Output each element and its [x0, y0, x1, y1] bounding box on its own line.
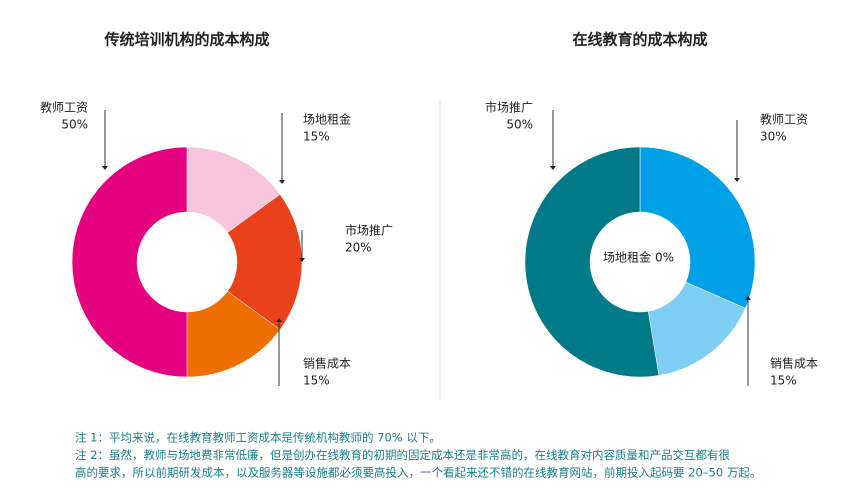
segment-value-label: 30% [760, 130, 787, 144]
leader-marker [276, 318, 282, 322]
segment-value-label: 15% [303, 130, 330, 144]
segment-value-label: 15% [770, 374, 797, 388]
segment-value-label: 0% [655, 251, 674, 265]
segment-value-label: 15% [303, 374, 330, 388]
footnote: 注 1：平均来说，在线教育教师工资成本是传统机构教师的 70% 以下。 [75, 431, 441, 445]
footnote: 高的要求，所以前期研发成本，以及服务器等设施都必须要高投入，一个看起来还不错的在… [75, 466, 761, 480]
donut-segment [524, 146, 660, 378]
footnote: 注 2：虽然，教师与场地费非常低廉，但是创办在线教育的初期的固定成本还是非常高的… [75, 448, 730, 462]
donut-segment [71, 146, 188, 378]
segment-label: 销售成本 [303, 356, 351, 371]
leader-marker [299, 258, 305, 262]
segment-value-label: 50% [506, 118, 533, 132]
donut-segment [186, 291, 281, 378]
segment-value-label: 20% [345, 241, 372, 255]
leader-marker [102, 166, 108, 170]
leader-marker [550, 166, 556, 170]
segment-label: 教师工资 [40, 100, 88, 115]
leader-marker [745, 296, 751, 300]
segment-label: 市场推广 [485, 100, 533, 115]
segment-label: 场地租金 [603, 250, 651, 265]
donut-segment [227, 194, 303, 330]
chart-title: 在线教育的成本构成 [572, 31, 707, 49]
segment-label: 教师工资 [760, 112, 808, 127]
segment-label: 市场推广 [345, 223, 393, 238]
chart-title: 传统培训机构的成本构成 [103, 31, 269, 49]
donut-segment [639, 146, 756, 309]
leader-marker [734, 178, 740, 182]
segment-label: 销售成本 [770, 356, 818, 371]
leader-marker [279, 180, 285, 184]
segment-label: 场地租金 [303, 112, 351, 127]
segment-value-label: 50% [61, 118, 88, 132]
